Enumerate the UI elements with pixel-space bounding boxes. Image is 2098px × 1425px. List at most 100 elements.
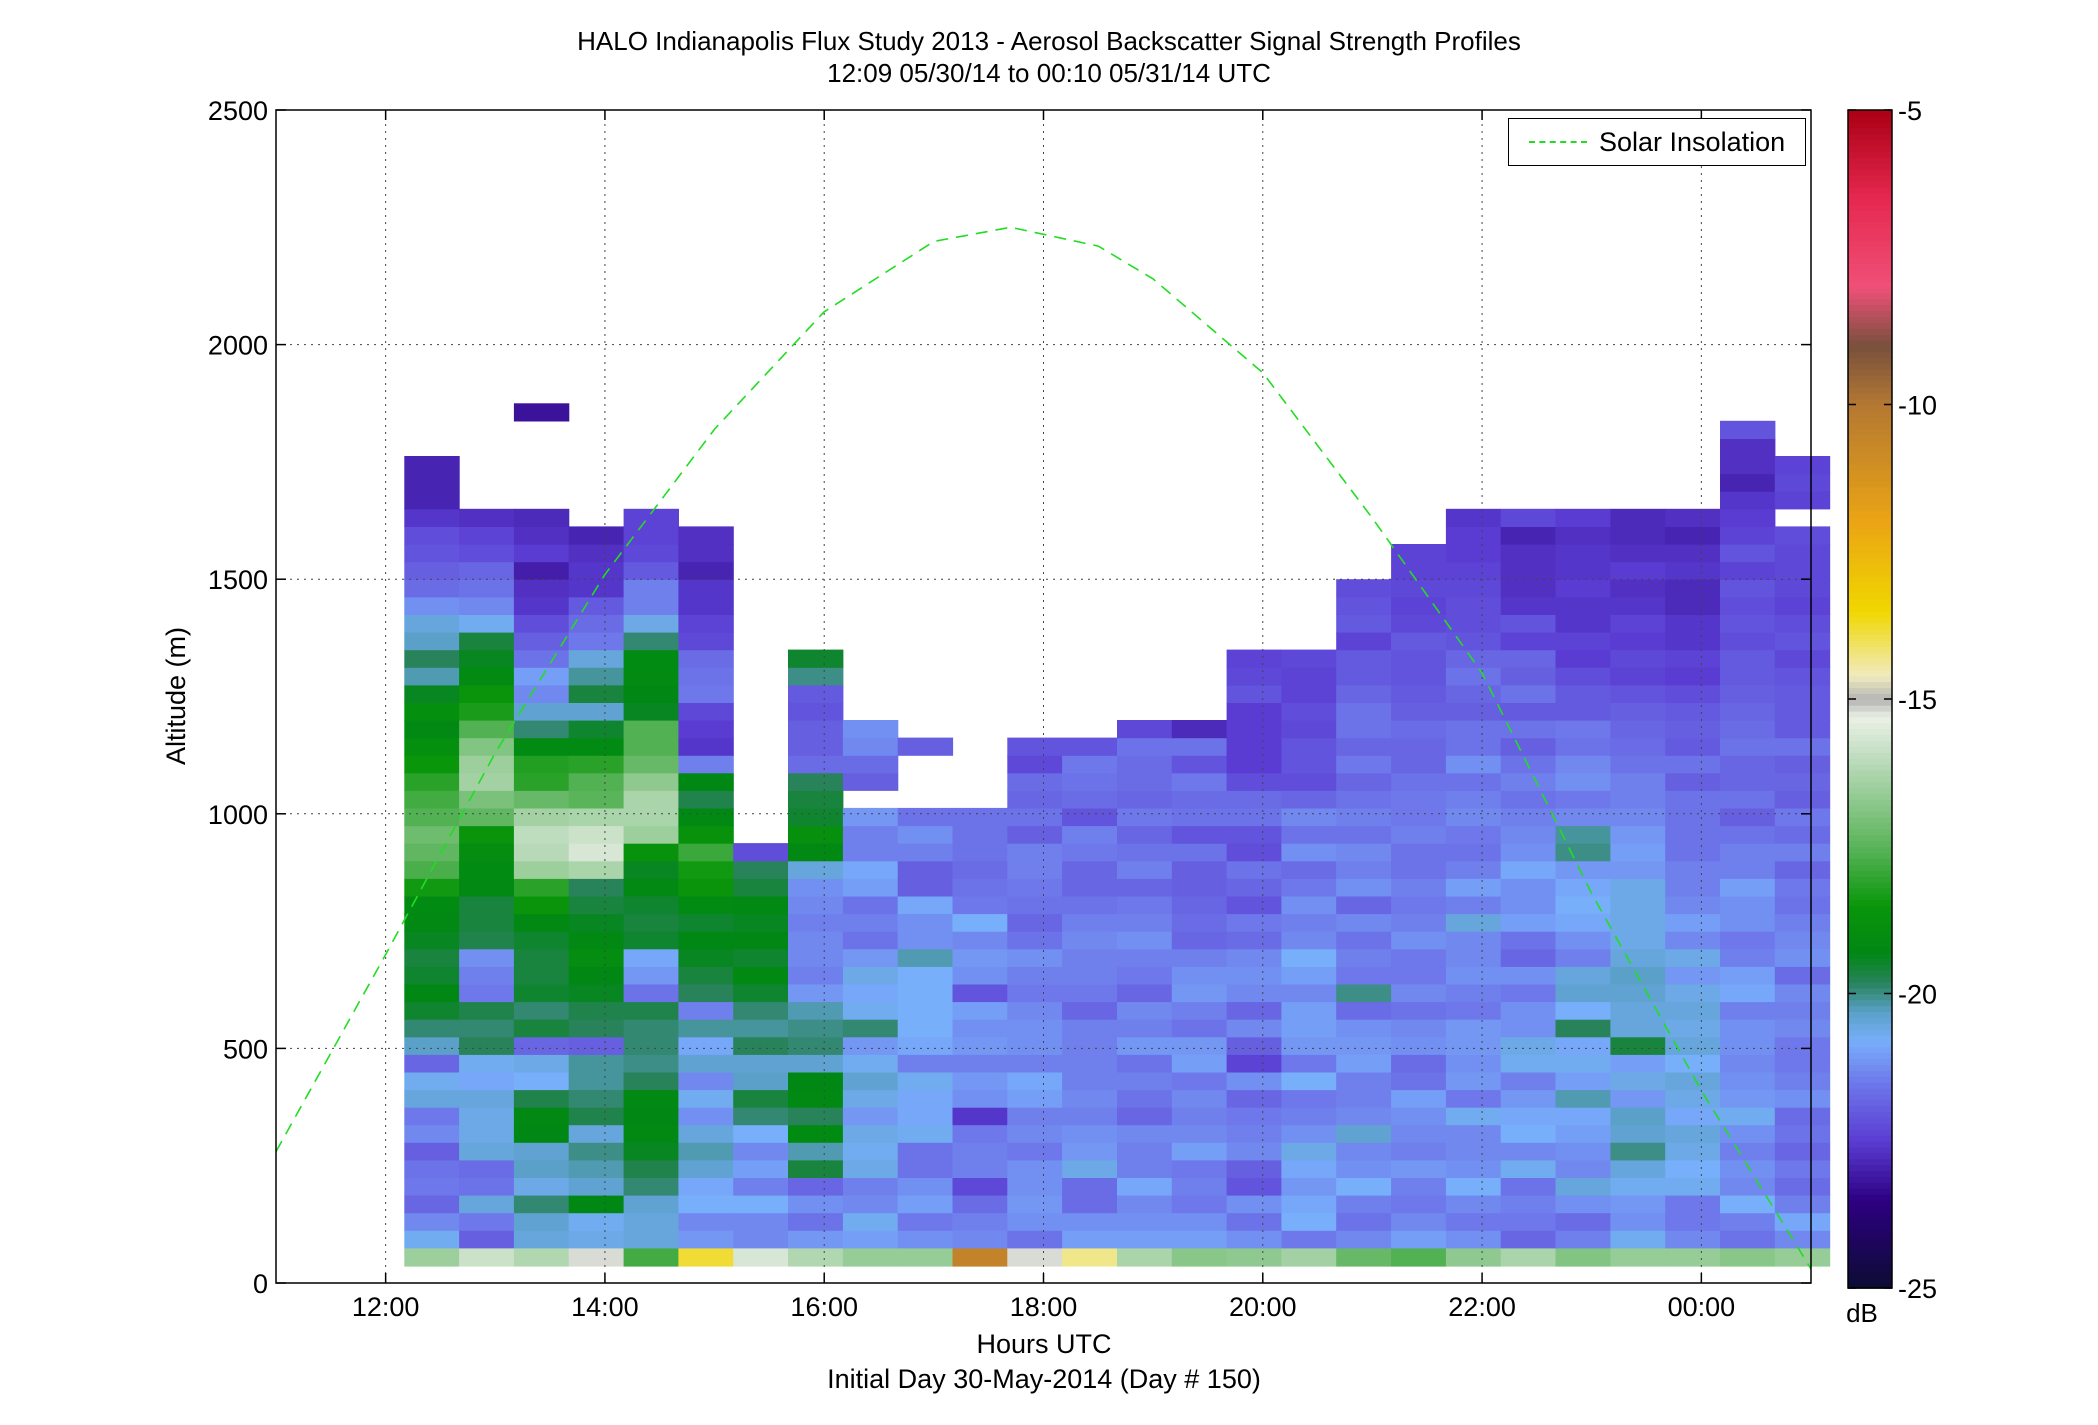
heatmap-surface-cell: [1610, 1247, 1666, 1267]
heatmap-cell: [1226, 1124, 1282, 1143]
colorbar-segment: [1848, 1058, 1892, 1065]
heatmap-cell: [897, 878, 954, 897]
heatmap-cell: [1774, 913, 1831, 932]
heatmap-cell: [1774, 720, 1831, 739]
colorbar-segment: [1848, 504, 1892, 512]
heatmap-cell: [1555, 825, 1611, 844]
colorbar-segment: [1848, 669, 1892, 677]
heatmap-cell: [1117, 913, 1173, 932]
heatmap-cell: [1610, 895, 1666, 915]
colorbar-segment: [1848, 757, 1892, 765]
heatmap-surface-cell: [1555, 1247, 1611, 1267]
heatmap-cell: [788, 720, 844, 739]
heatmap-cell: [404, 702, 460, 721]
heatmap-cell: [1336, 1089, 1392, 1108]
heatmap-cell: [1665, 790, 1721, 809]
heatmap-cell: [1007, 1054, 1063, 1073]
colorbar-segment: [1848, 1022, 1892, 1030]
heatmap-cell: [1391, 772, 1447, 791]
colorbar-segment: [1848, 699, 1892, 706]
heatmap-cell: [1062, 1177, 1118, 1196]
heatmap-cell: [404, 667, 460, 686]
heatmap-cell: [1007, 1159, 1063, 1178]
heatmap-cell: [1391, 1195, 1447, 1214]
heatmap-cell: [404, 966, 460, 985]
heatmap-cell: [513, 843, 570, 862]
heatmap-cell: [1720, 878, 1776, 897]
heatmap-cell: [1336, 1019, 1392, 1038]
heatmap-surface-cell: [1391, 1247, 1447, 1267]
heatmap-cell: [1720, 895, 1776, 915]
heatmap-cell: [623, 1036, 679, 1055]
colorbar-segment: [1848, 145, 1892, 153]
heatmap-cell: [404, 1019, 460, 1038]
heatmap-cell: [404, 1054, 460, 1073]
heatmap-cell: [404, 913, 460, 932]
heatmap-cell: [1117, 843, 1173, 862]
heatmap-cell: [952, 860, 1008, 879]
heatmap-cell: [1500, 561, 1557, 580]
heatmap-cell: [1665, 772, 1721, 791]
colorbar-segment: [1848, 781, 1892, 789]
heatmap-cell: [1226, 807, 1282, 827]
colorbar-segment: [1848, 958, 1892, 965]
heatmap-cell: [1555, 843, 1611, 862]
heatmap-cell: [513, 913, 570, 932]
heatmap-cell: [404, 456, 460, 475]
heatmap-cell: [1445, 860, 1502, 879]
heatmap-cell: [1445, 1142, 1502, 1161]
heatmap-cell: [623, 649, 679, 668]
heatmap-cell: [1720, 632, 1776, 651]
heatmap-cell: [1171, 755, 1228, 774]
heatmap-cell: [1445, 632, 1502, 651]
heatmap-cell: [1665, 684, 1721, 703]
heatmap-cell: [842, 807, 899, 827]
heatmap-cell: [513, 1124, 570, 1143]
colorbar-segment: [1848, 610, 1892, 618]
heatmap-surface-cell: [623, 1247, 679, 1267]
heatmap-cell: [733, 1019, 789, 1038]
heatmap-cell: [1720, 1159, 1776, 1178]
heatmap-cell: [1445, 720, 1502, 739]
heatmap-cell: [1610, 1124, 1666, 1143]
heatmap-cell: [1720, 1195, 1776, 1214]
heatmap-cell: [513, 737, 570, 756]
colorbar-segment: [1848, 752, 1892, 759]
heatmap-cell: [1117, 1177, 1173, 1196]
heatmap-cell: [1281, 807, 1337, 827]
heatmap-cell: [1062, 931, 1118, 950]
heatmap-cell: [1500, 702, 1557, 721]
heatmap-cell: [1610, 948, 1666, 967]
heatmap-cell: [1774, 561, 1831, 580]
colorbar-segment: [1848, 157, 1892, 164]
heatmap-cell: [568, 790, 625, 809]
heatmap-cell: [1062, 895, 1118, 915]
heatmap-cell: [1281, 772, 1337, 791]
heatmap-cell: [513, 1036, 570, 1055]
y-tick-label: 2500: [208, 96, 268, 126]
heatmap-cell: [788, 825, 844, 844]
heatmap-cell: [1226, 720, 1282, 739]
heatmap-cell: [1391, 561, 1447, 580]
heatmap-cell: [1336, 596, 1392, 615]
heatmap-cell: [1665, 649, 1721, 668]
heatmap-cell: [1610, 737, 1666, 756]
heatmap-cell: [404, 544, 460, 563]
heatmap-cell: [1500, 579, 1557, 598]
colorbar-segment: [1848, 1234, 1892, 1242]
solar-insolation-curve: [275, 226, 1812, 1270]
heatmap-cell: [1336, 737, 1392, 756]
heatmap-cell: [1171, 1142, 1228, 1161]
colorbar-segment: [1848, 386, 1892, 394]
colorbar: [1848, 110, 1892, 1289]
heatmap-cell: [1336, 790, 1392, 809]
heatmap-cell: [1117, 755, 1173, 774]
heatmap-cell: [568, 1230, 625, 1249]
colorbar-segment: [1848, 492, 1892, 500]
heatmap-cell: [952, 807, 1008, 827]
colorbar-segment: [1848, 539, 1892, 547]
x-tick-label: 16:00: [790, 1292, 858, 1322]
heatmap-cell: [1391, 790, 1447, 809]
heatmap-cell: [623, 1195, 679, 1214]
heatmap-cell: [678, 948, 734, 967]
